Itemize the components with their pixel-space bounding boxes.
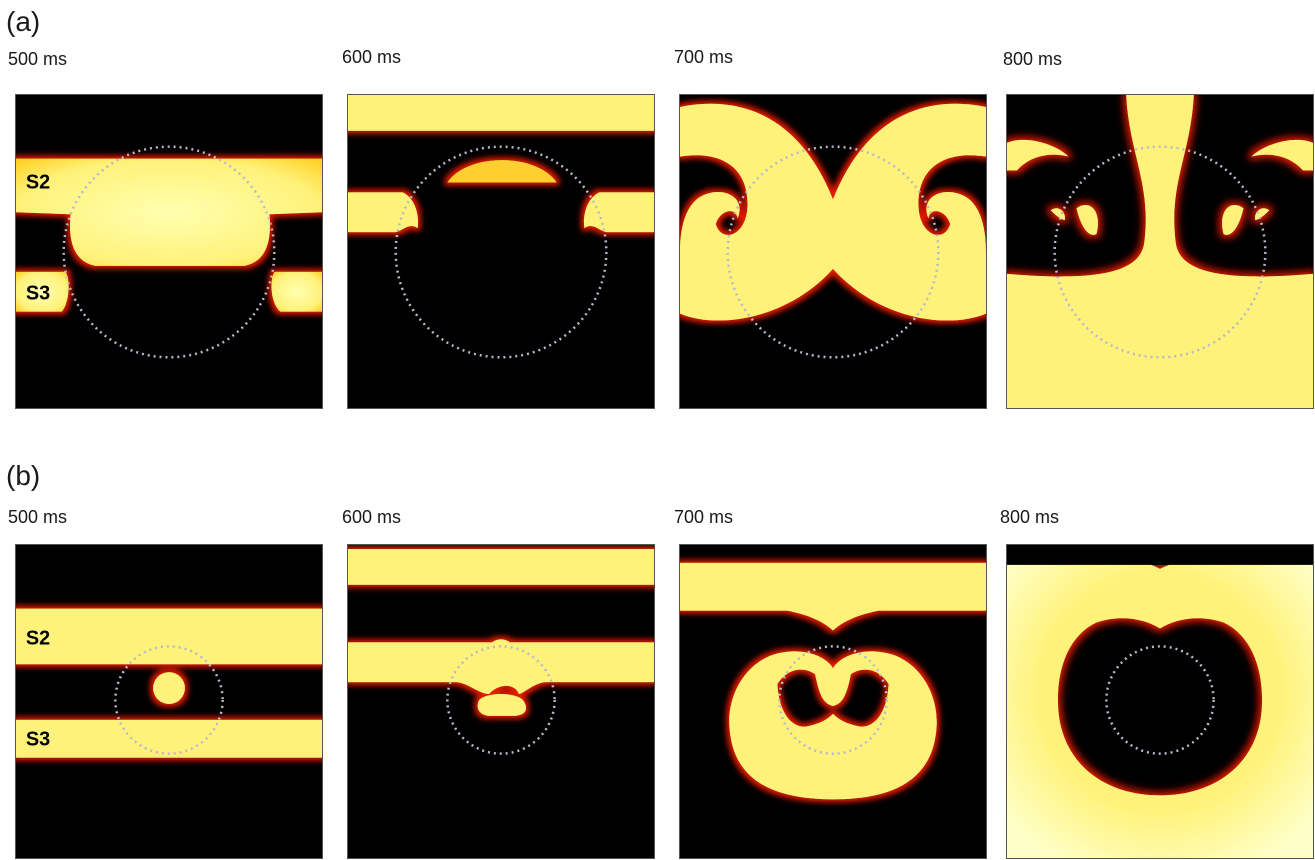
simulation-frame-b-600ms [347,544,655,859]
panel-b-time-1: 500 ms [8,507,68,527]
panel-a-time-1: 500 ms [8,49,68,69]
simulation-frame-a-700ms [679,94,987,409]
panel-b-time-4: 800 ms [1000,507,1060,527]
panel-a-time-2: 600 ms [342,47,402,67]
wave-pattern-a-500ms: S2 S3 [16,145,322,359]
wave-pattern-a-700ms [680,103,986,359]
panel-a-time-3: 700 ms [674,47,734,67]
panel-b-time-3: 700 ms [674,507,734,527]
simulation-frame-b-500ms: S2 S3 [15,544,323,859]
panel-b-label: (b) [6,460,41,491]
simulation-frame-b-800ms [1006,544,1314,859]
simulation-frame-b-700ms [679,544,987,859]
wave-label-s3-b: S3 [26,729,50,751]
wave-pattern-a-800ms [1007,95,1313,408]
wave-pattern-b-700ms [680,562,986,800]
wave-pattern-b-500ms: S2 S3 [16,608,322,758]
wave-label-s2-a: S2 [26,171,50,193]
simulation-frame-a-800ms [1006,94,1314,409]
wave-label-s3-a: S3 [26,283,50,305]
simulation-frame-a-600ms [347,94,655,409]
wave-pattern-a-600ms [348,95,654,359]
wave-pattern-b-600ms [348,548,654,755]
simulation-frame-a-500ms: S2 S3 [15,94,323,409]
panel-a-label: (a) [6,6,41,37]
wave-pattern-b-800ms [1007,545,1313,858]
wave-label-s2-b: S2 [26,627,50,649]
panel-b-time-2: 600 ms [342,507,402,527]
panel-a-time-4: 800 ms [1003,49,1063,69]
